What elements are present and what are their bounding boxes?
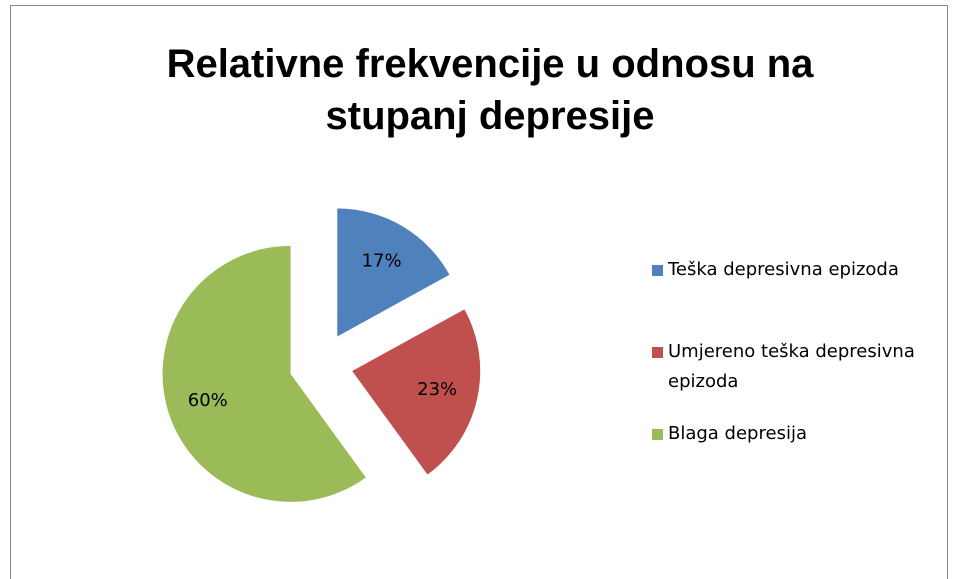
- legend-item: Umjereno teška depresivna epizoda: [652, 337, 942, 397]
- data-label: 17%: [362, 251, 402, 272]
- legend-item: Blaga depresija: [652, 419, 942, 449]
- chart-frame: [10, 5, 948, 579]
- data-label: 23%: [417, 379, 457, 400]
- data-label: 60%: [188, 390, 228, 411]
- legend-swatch: [652, 265, 663, 276]
- legend-swatch: [652, 347, 663, 358]
- legend-label: Blaga depresija: [668, 423, 807, 444]
- legend-label: Umjereno teška depresivna epizoda: [668, 341, 915, 392]
- pie-slice: [162, 245, 366, 502]
- legend-swatch: [652, 429, 663, 440]
- legend-item: Teška depresivna epizoda: [652, 255, 942, 285]
- pie-slice: [337, 208, 450, 337]
- legend-label: Teška depresivna epizoda: [668, 259, 899, 280]
- chart-title: Relativne frekvencije u odnosu na stupan…: [166, 42, 814, 138]
- pie-slice: [352, 309, 481, 475]
